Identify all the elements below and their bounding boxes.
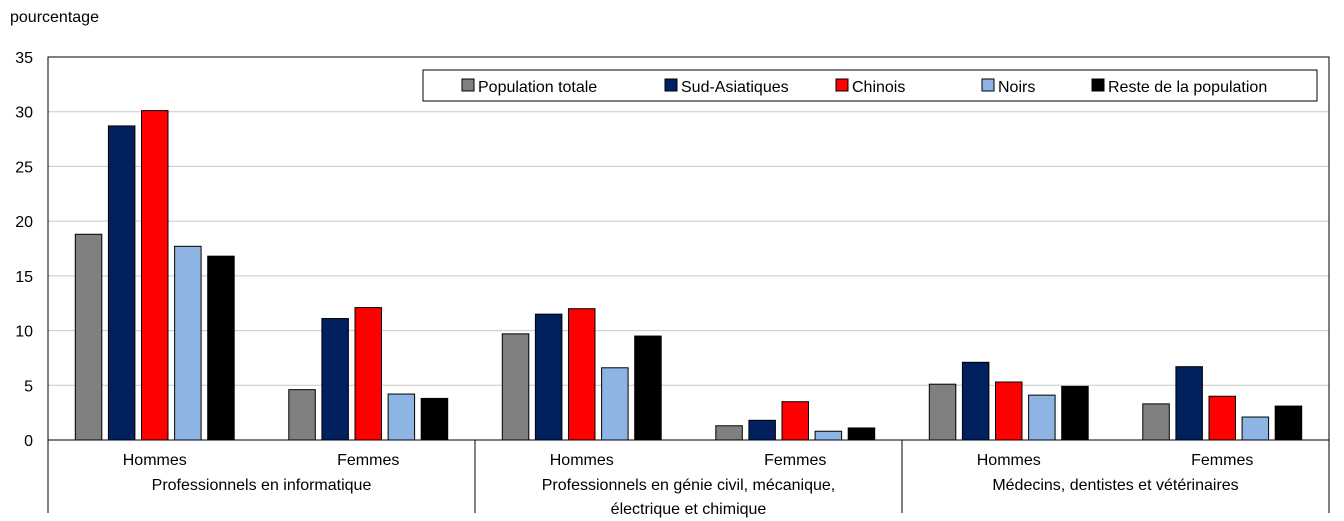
legend-label: Sud-Asiatiques — [681, 79, 789, 96]
y-tick-label: 35 — [15, 50, 33, 67]
legend-box — [422, 69, 1318, 102]
bar-sud-asiatiques — [748, 419, 776, 441]
bars — [74, 110, 1303, 441]
x-category-label: Hommes — [550, 452, 614, 469]
gridlines — [48, 111, 1329, 386]
bar-reste-de-la-population — [634, 335, 662, 441]
bar-population-totale — [288, 389, 316, 441]
bar-reste-de-la-population — [847, 427, 876, 441]
bar-population-totale — [501, 333, 530, 441]
legend-swatch — [664, 78, 678, 92]
y-axis-label: pourcentage — [10, 9, 99, 26]
y-tick-label: 25 — [15, 159, 33, 176]
x-group-label: électrique et chimique — [611, 501, 767, 518]
y-tick-label: 0 — [24, 433, 33, 450]
bar-chinois — [995, 381, 1023, 441]
legend-swatch — [981, 78, 995, 92]
y-tick-label: 15 — [15, 269, 33, 286]
legend-label: Chinois — [852, 79, 905, 96]
bar-reste-de-la-population — [207, 255, 235, 441]
y-axis-ticks: 0 5 10 15 20 25 30 35 — [15, 50, 33, 450]
legend-label: Noirs — [998, 79, 1035, 96]
bar-noirs — [1028, 394, 1056, 441]
x-category-label: Femmes — [764, 452, 826, 469]
bar-noirs — [814, 430, 843, 441]
x-category-label: Hommes — [123, 452, 187, 469]
legend-swatch — [835, 78, 849, 92]
bar-population-totale — [715, 425, 743, 441]
plot-frame — [47, 56, 1330, 441]
x-group-label: Professionnels en informatique — [152, 477, 372, 494]
bar-population-totale — [928, 383, 957, 441]
bar-sud-asiatiques — [961, 361, 990, 441]
bar-population-totale — [1142, 403, 1170, 441]
bar-noirs — [601, 367, 629, 441]
bar-chinois — [354, 307, 382, 441]
legend-swatch — [461, 78, 475, 92]
bar-sud-asiatiques — [107, 125, 136, 441]
legend-swatch — [1091, 78, 1105, 92]
bar-chinois — [1208, 395, 1236, 441]
x-group-label: Professionnels en génie civil, mécanique… — [542, 477, 836, 494]
y-tick-label: 5 — [24, 378, 33, 395]
x-category-label: Hommes — [977, 452, 1041, 469]
bar-noirs — [387, 393, 416, 441]
legend: Population totale Sud-Asiatiques Chinois No… — [422, 69, 1318, 102]
bar-noirs — [1241, 416, 1270, 441]
bar-chinois — [141, 110, 169, 441]
x-group-label: Médecins, dentistes et vétérinaires — [992, 477, 1238, 494]
legend-label: Population totale — [478, 79, 597, 96]
x-category-label: Femmes — [337, 452, 399, 469]
bar-reste-de-la-population — [1061, 385, 1089, 441]
bar-noirs — [174, 245, 202, 441]
y-tick-label: 20 — [15, 214, 33, 231]
legend-label: Reste de la population — [1108, 79, 1267, 96]
bar-reste-de-la-population — [420, 397, 449, 441]
bar-sud-asiatiques — [321, 318, 349, 441]
bar-sud-asiatiques — [1175, 366, 1203, 441]
bar-reste-de-la-population — [1274, 405, 1303, 441]
y-tick-label: 30 — [15, 105, 33, 122]
x-category-label: Femmes — [1191, 452, 1253, 469]
bar-chinois — [781, 401, 809, 441]
bar-chinois — [568, 308, 596, 441]
bar-population-totale — [74, 233, 103, 441]
x-axis: Hommes Femmes Hommes Femmes Hommes Femmes Prof… — [47, 440, 1330, 518]
bar-sud-asiatiques — [534, 313, 563, 441]
y-tick-label: 10 — [15, 324, 33, 341]
